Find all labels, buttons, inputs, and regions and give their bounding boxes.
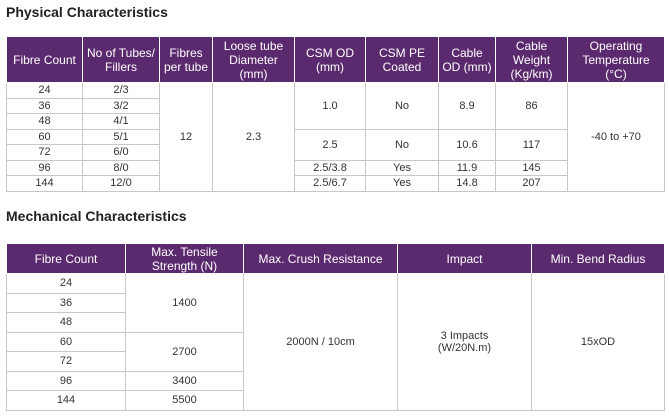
fibre-count-cell: 72 [6,144,83,161]
table-row: 60 2700 [6,331,665,372]
tubes-fillers-cell: 4/1 [82,113,160,130]
fibre-count-cell: 24 [6,273,126,294]
header-min-bend-radius: Min. Bend Radius [531,243,665,274]
fibre-count-cell: 60 [6,128,83,145]
tubes-fillers-cell: 2/3 [82,82,160,99]
fibre-count-cell: 72 [6,351,126,372]
csm-pe-coated-cell: Yes [365,175,439,192]
cable-weight-cell: 145 [495,159,568,176]
table-row: 96 8/0 2.5/3.8 Yes 11.9 145 [6,159,665,176]
table-row: 96 3400 [6,370,665,391]
table-row: 72 [6,351,665,372]
csm-od-cell: 1.0 [294,82,366,130]
header-loose-tube-diameter: Loose tube Diameter (mm) [212,36,295,83]
header-operating-temperature: Operating Temperature (°C) [567,36,665,83]
mechanical-header-row: Fibre Count Max. Tensile Strength (N) Ma… [6,243,665,274]
tubes-fillers-cell: 5/1 [82,128,160,145]
table-row: 144 5500 [6,390,665,411]
table-row: 72 6/0 [6,144,665,161]
header-fibres-per-tube: Fibres per tube [159,36,213,83]
csm-od-cell: 2.5 [294,128,366,161]
cable-od-cell: 8.9 [438,82,496,130]
cable-weight-cell: 207 [495,175,568,192]
fibre-count-cell: 96 [6,159,83,176]
header-fibre-count: Fibre Count [6,36,83,83]
operating-temperature-cell: -40 to +70 [567,82,665,192]
cable-od-cell: 14.8 [438,175,496,192]
header-tubes-fillers: No of Tubes/ Fillers [82,36,160,83]
table-row: 24 1400 2000N / 10cm 3 Impacts (W/20N.m)… [6,273,665,411]
fibre-count-cell: 96 [6,370,126,391]
fibre-count-cell: 60 [6,331,126,352]
csm-od-cell: 2.5/3.8 [294,159,366,176]
tubes-fillers-cell: 12/0 [82,175,160,192]
min-bend-radius-cell: 15xOD [531,273,665,411]
physical-characteristics-title: Physical Characteristics [6,4,168,20]
fibre-count-cell: 24 [6,82,83,99]
cable-od-cell: 11.9 [438,159,496,176]
table-row: 144 12/0 2.5/6.7 Yes 14.8 207 [6,175,665,192]
crush-resistance-cell: 2000N / 10cm [243,273,398,411]
header-fibre-count: Fibre Count [6,243,126,274]
impact-line-2: (W/20N.m) [437,341,492,354]
cable-weight-cell: 117 [495,128,568,161]
csm-pe-coated-cell: No [365,128,439,161]
header-impact: Impact [397,243,532,274]
loose-tube-diameter-cell: 2.3 [212,82,295,192]
header-cable-weight: Cable Weight (Kg/km) [495,36,568,83]
table-row: 24 2/3 12 2.3 1.0 No 8.9 86 -40 to +70 [6,82,665,192]
fibre-count-cell: 36 [6,292,126,313]
header-cable-od: Cable OD (mm) [438,36,496,83]
csm-pe-coated-cell: Yes [365,159,439,176]
header-csm-od: CSM OD (mm) [294,36,366,83]
header-max-tensile-strength: Max. Tensile Strength (N) [125,243,244,274]
mechanical-characteristics-title: Mechanical Characteristics [6,208,187,224]
fibre-count-cell: 48 [6,312,126,333]
tensile-strength-cell: 1400 [125,273,244,333]
tubes-fillers-cell: 6/0 [82,144,160,161]
mechanical-characteristics-table: Fibre Count Max. Tensile Strength (N) Ma… [6,243,665,411]
header-csm-pe-coated: CSM PE Coated [365,36,439,83]
impact-cell: 3 Impacts (W/20N.m) [397,273,532,411]
impact-line-1: 3 Impacts [440,329,489,342]
cable-weight-cell: 86 [495,82,568,130]
fibre-count-cell: 144 [6,390,126,411]
csm-pe-coated-cell: No [365,82,439,130]
table-row: 60 5/1 2.5 No 10.6 117 [6,128,665,161]
physical-characteristics-table: Fibre Count No of Tubes/ Fillers Fibres … [6,36,665,192]
tensile-strength-cell: 5500 [125,390,244,411]
physical-header-row: Fibre Count No of Tubes/ Fillers Fibres … [6,36,665,83]
header-max-crush-resistance: Max. Crush Resistance [243,243,398,274]
csm-od-cell: 2.5/6.7 [294,175,366,192]
fibre-count-cell: 36 [6,97,83,114]
fibre-count-cell: 48 [6,113,83,130]
tubes-fillers-cell: 3/2 [82,97,160,114]
fibre-count-cell: 144 [6,175,83,192]
fibres-per-tube-cell: 12 [159,82,213,192]
tensile-strength-cell: 2700 [125,331,244,372]
tensile-strength-cell: 3400 [125,370,244,391]
cable-od-cell: 10.6 [438,128,496,161]
tubes-fillers-cell: 8/0 [82,159,160,176]
